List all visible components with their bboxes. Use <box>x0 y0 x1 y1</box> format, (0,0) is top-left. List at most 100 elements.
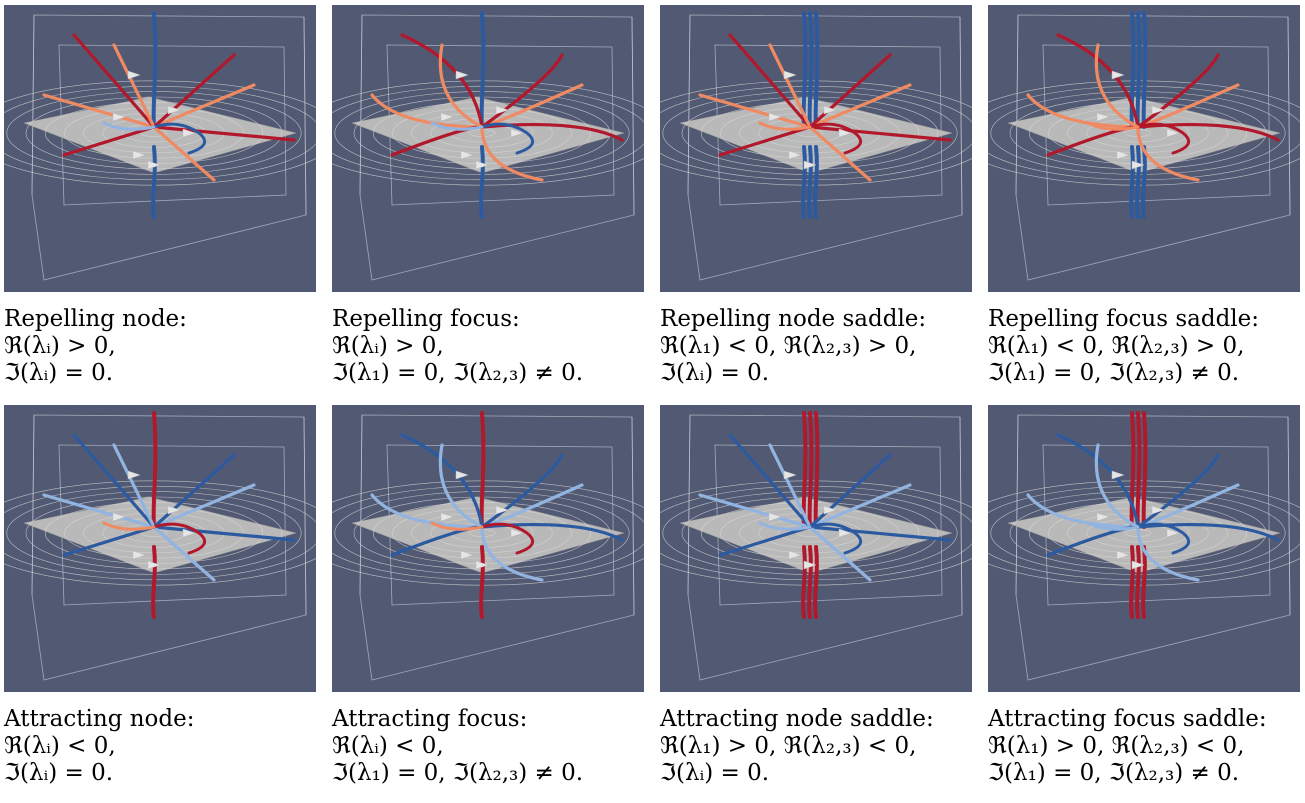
lic-plane <box>679 96 953 174</box>
attracting-node-visualization <box>4 405 316 692</box>
streamline <box>1136 453 1220 529</box>
streamline <box>480 525 544 582</box>
vertical-streamline-upper <box>1129 411 1136 529</box>
flow-direction-arrow <box>440 112 454 122</box>
vertical-streamline-lower <box>1135 145 1141 219</box>
flow-direction-arrow <box>768 112 782 122</box>
panel-repelling-focus: Repelling focus: ℜ(λᵢ) > 0, ℑ(λ₁) = 0, ℑ… <box>332 5 644 386</box>
bounding-box-edge <box>631 16 635 216</box>
vertical-streamline-lower <box>813 145 819 219</box>
bounding-box-edge <box>687 414 691 596</box>
flow-direction-arrow <box>1131 560 1145 570</box>
flow-direction-arrow <box>1096 112 1110 122</box>
lic-texture-line <box>140 129 168 137</box>
flow-direction-arrow <box>127 70 141 80</box>
streamline <box>370 493 484 529</box>
bounding-box-edge <box>687 14 691 196</box>
caption-real-condition: ℜ(λᵢ) < 0, <box>332 733 444 759</box>
bounding-box-edge <box>31 414 35 596</box>
bounding-box-edge <box>303 416 307 616</box>
flow-direction-arrow <box>838 128 852 138</box>
streamline <box>152 53 236 129</box>
flow-direction-arrow <box>1151 105 1165 115</box>
bounding-box-edge <box>1015 414 1019 596</box>
bounding-box-edge <box>714 44 943 206</box>
flow-direction-arrow <box>147 160 161 170</box>
vertical-streamline-upper <box>479 411 486 529</box>
flow-direction-arrow <box>495 505 509 515</box>
panel-attracting-node: Attracting node: ℜ(λᵢ) < 0, ℑ(λᵢ) = 0. <box>4 405 316 786</box>
repelling-focus-visualization <box>332 5 644 292</box>
vertical-streamline-upper <box>479 11 486 129</box>
streamline <box>808 83 912 129</box>
flow-direction-arrow <box>127 470 141 480</box>
flow-direction-arrow <box>147 560 161 570</box>
repelling-node-saddle-visualization <box>660 5 972 292</box>
caption-title: Repelling node saddle: <box>660 306 927 332</box>
flow-direction-arrow <box>1111 470 1125 480</box>
vertical-streamline-upper <box>807 11 814 129</box>
vertical-streamline-upper <box>807 411 814 529</box>
lic-texture-line <box>796 529 824 537</box>
streamline <box>152 525 296 542</box>
lic-plane <box>1007 496 1281 574</box>
caption-repelling-node: Repelling node: ℜ(λᵢ) > 0, ℑ(λᵢ) = 0. <box>4 306 324 387</box>
flow-direction-arrow <box>167 505 181 515</box>
lic-plane <box>351 96 625 174</box>
caption-title: Attracting focus: <box>332 706 528 732</box>
panel-repelling-node: Repelling node: ℜ(λᵢ) > 0, ℑ(λᵢ) = 0. <box>4 5 316 386</box>
vertical-streamline-upper <box>1135 411 1142 529</box>
caption-imag-condition: ℑ(λ₁) = 0, ℑ(λ₂,₃) ≠ 0. <box>988 760 1240 786</box>
caption-imag-condition: ℑ(λ₁) = 0, ℑ(λ₂,₃) ≠ 0. <box>332 760 584 786</box>
vertical-streamline-lower <box>1141 145 1147 219</box>
caption-title: Attracting node: <box>4 706 195 732</box>
lic-plane <box>351 496 625 574</box>
planar-streamline <box>102 121 156 131</box>
vertical-streamline-upper <box>151 411 158 529</box>
bounding-box-edge <box>1287 416 1291 616</box>
bounding-box-edge <box>1042 44 1271 206</box>
streamline <box>808 525 872 582</box>
vertical-streamline-lower <box>479 545 485 619</box>
flow-direction-arrow <box>1096 512 1110 522</box>
flow-direction-arrow <box>182 128 196 138</box>
planar-streamline <box>1136 122 1191 155</box>
bounding-box-edge <box>1042 444 1271 606</box>
vertical-streamline-lower <box>807 145 813 219</box>
caption-title: Attracting node saddle: <box>660 706 934 732</box>
caption-title: Repelling focus: <box>332 306 520 332</box>
streamline <box>728 33 812 129</box>
flow-direction-arrow <box>1166 528 1180 538</box>
streamline <box>808 53 892 129</box>
bounding-box-edge <box>1015 14 1019 196</box>
planar-streamline <box>152 122 207 155</box>
flow-direction-arrow <box>803 560 817 570</box>
caption-real-condition: ℜ(λ₁) < 0, ℜ(λ₂,₃) > 0, <box>988 333 1245 359</box>
flow-direction-arrow <box>132 150 146 160</box>
flow-direction-arrow <box>1151 505 1165 515</box>
panel-attracting-node-saddle: Attracting node saddle: ℜ(λ₁) > 0, ℜ(λ₂,… <box>660 405 972 786</box>
streamline <box>768 443 812 529</box>
flow-direction-arrow <box>112 112 126 122</box>
streamline <box>480 453 564 529</box>
planar-streamline <box>758 521 812 531</box>
streamline <box>1136 53 1220 129</box>
streamline <box>152 125 216 182</box>
flow-direction-arrow <box>455 470 469 480</box>
streamline <box>1094 443 1140 529</box>
lic-plane <box>23 496 297 574</box>
flow-direction-arrow <box>1131 160 1145 170</box>
streamline <box>152 453 236 529</box>
streamline <box>698 493 812 529</box>
caption-repelling-focus-saddle: Repelling focus saddle: ℜ(λ₁) < 0, ℜ(λ₂,… <box>988 306 1305 387</box>
flow-direction-arrow <box>460 550 474 560</box>
bounding-box-edge <box>386 44 615 206</box>
panel-repelling-node-saddle: Repelling node saddle: ℜ(λ₁) < 0, ℜ(λ₂,₃… <box>660 5 972 386</box>
flow-direction-arrow <box>1111 70 1125 80</box>
streamline <box>808 483 912 529</box>
streamline <box>152 483 256 529</box>
caption-attracting-node-saddle: Attracting node saddle: ℜ(λ₁) > 0, ℜ(λ₂,… <box>660 706 980 787</box>
attracting-focus-visualization <box>332 405 644 692</box>
caption-title: Repelling focus saddle: <box>988 306 1260 332</box>
lic-texture-line <box>140 529 168 537</box>
